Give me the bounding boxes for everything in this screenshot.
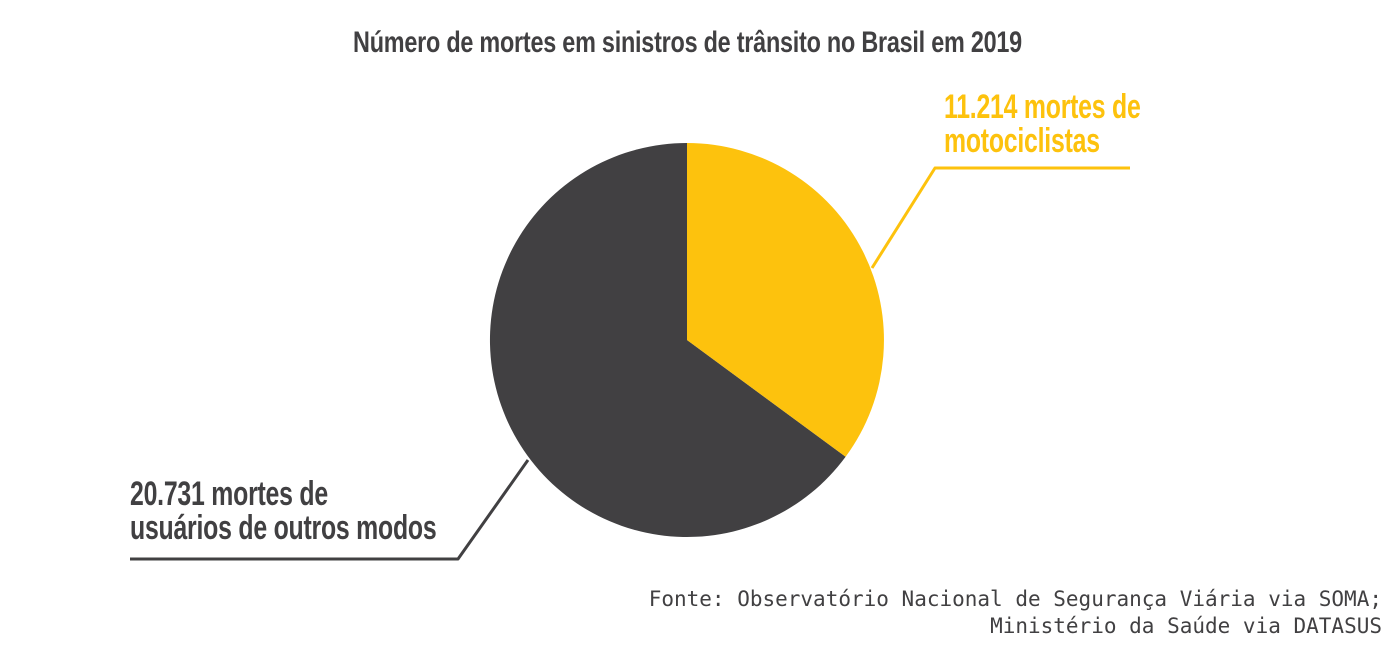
callout-others-line2: usuários de outros modos bbox=[130, 509, 437, 547]
pie-slice-motorcyclists bbox=[687, 143, 884, 457]
source-line2: Ministério da Saúde via DATASUS bbox=[990, 614, 1382, 638]
callout-label-others: 20.731 mortes de usuários de outros modo… bbox=[130, 475, 437, 547]
source-line1: Fonte: Observatório Nacional de Seguranç… bbox=[648, 587, 1382, 611]
callout-line-motorcyclists bbox=[870, 166, 1130, 269]
callout-motorcyclists-line2: motociclistas bbox=[944, 122, 1100, 160]
callout-line-others bbox=[130, 459, 530, 561]
source-note: Fonte: Observatório Nacional de Seguranç… bbox=[649, 586, 1382, 640]
callout-motorcyclists-line1: 11.214 mortes de bbox=[944, 88, 1141, 126]
callout-label-motorcyclists: 11.214 mortes de motociclistas bbox=[944, 90, 1141, 158]
callout-others-line1: 20.731 mortes de bbox=[130, 475, 328, 513]
chart-title: Número de mortes em sinistros de trânsit… bbox=[353, 26, 1022, 59]
pie-slice-others bbox=[489, 143, 846, 537]
